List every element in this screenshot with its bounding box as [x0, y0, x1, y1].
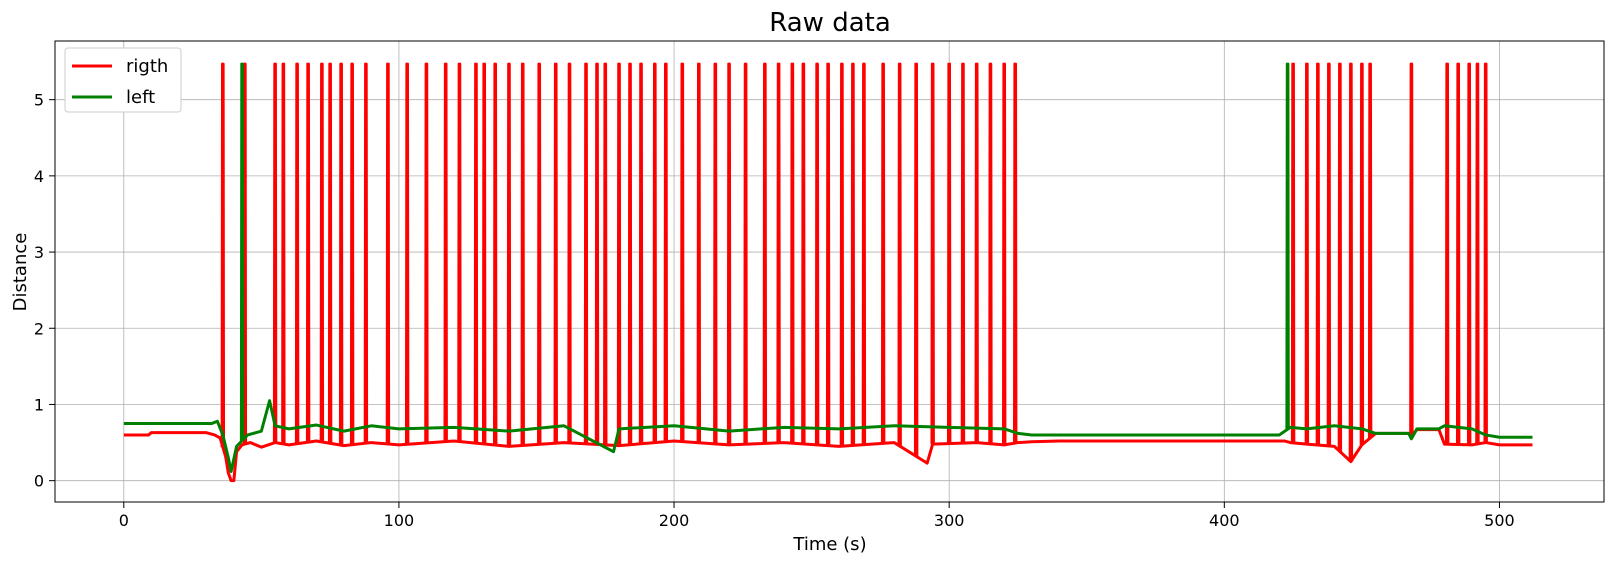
- y-tick-label: 5: [34, 91, 44, 110]
- plot-frame: [54, 40, 1605, 503]
- y-tick-label: 4: [34, 167, 44, 186]
- series-spike-rigth: [930, 62, 935, 445]
- series-spike-rigth: [594, 62, 600, 445]
- series-spike-rigth: [443, 62, 448, 442]
- x-tick-label: 400: [1209, 511, 1240, 530]
- series-spike-rigth: [652, 62, 657, 443]
- series-spike-rigth: [1337, 62, 1343, 452]
- series-spike-rigth: [1304, 62, 1310, 445]
- series-spike-rigth: [743, 62, 748, 445]
- series-spike-rigth: [363, 62, 369, 444]
- series-spike-rigth: [1002, 62, 1007, 445]
- series-spike-rigth: [319, 62, 325, 442]
- legend-label-left: left: [126, 87, 155, 108]
- y-tick-label: 0: [34, 472, 44, 491]
- y-tick-label: 2: [34, 319, 44, 338]
- series-spike-rigth: [327, 62, 333, 444]
- series-spike-left: [239, 62, 245, 441]
- series-spike-rigth: [1367, 62, 1373, 438]
- x-tick-label: 200: [659, 511, 690, 530]
- series-spike-rigth: [762, 62, 768, 444]
- series-spike-rigth: [506, 62, 512, 447]
- series-spike-rigth: [1444, 62, 1450, 445]
- series-spike-rigth: [1359, 62, 1365, 445]
- x-tick-label: 100: [384, 511, 415, 530]
- series-spike-rigth: [726, 62, 732, 445]
- series-spike-rigth: [776, 62, 781, 443]
- series-spike-rigth: [349, 62, 355, 445]
- series-spike-rigth: [638, 62, 644, 444]
- series-spike-rigth: [1290, 62, 1296, 443]
- y-tick-label: 1: [34, 395, 44, 414]
- series-spike-rigth: [1483, 62, 1488, 443]
- series-spike-rigth: [974, 62, 979, 443]
- series-spike-rigth: [790, 62, 795, 444]
- series-spike-rigth: [481, 62, 487, 444]
- series-spike-rigth: [1326, 62, 1332, 446]
- series-spike-rigth: [696, 62, 702, 443]
- series-spike-rigth: [880, 62, 886, 444]
- x-tick-label: 500: [1484, 511, 1515, 530]
- series-spike-rigth: [913, 62, 919, 457]
- series-spike-rigth: [1013, 62, 1018, 444]
- series-spike-rigth: [404, 62, 410, 445]
- series-spike-rigth: [493, 62, 498, 446]
- series-spike-rigth: [801, 62, 806, 444]
- y-axis-label: Distance: [10, 233, 31, 312]
- legend: rigth left: [64, 47, 182, 113]
- series-spike-rigth: [680, 62, 685, 442]
- series-spike-rigth: [338, 62, 344, 446]
- series-spike-rigth: [663, 62, 669, 442]
- series-spike-rigth: [814, 62, 820, 445]
- series-spike-rigth: [294, 62, 300, 444]
- series-spike-rigth: [537, 62, 542, 445]
- x-tick-label: 0: [119, 511, 129, 530]
- series-spike-rigth: [839, 62, 845, 447]
- series-spike-rigth: [220, 62, 226, 448]
- series-spike-rigth: [946, 62, 952, 444]
- series-spike-rigth: [616, 62, 622, 446]
- series-spike-rigth: [713, 62, 718, 444]
- chart-title: Raw data: [769, 8, 891, 38]
- series-spike-rigth: [960, 62, 966, 444]
- series-spike-rigth: [850, 62, 856, 446]
- series-spike-rigth: [305, 62, 311, 443]
- series-spike-rigth: [1315, 62, 1321, 446]
- series-spike-rigth: [385, 62, 391, 444]
- x-tick-label: 300: [934, 511, 965, 530]
- series-spike-rigth: [825, 62, 831, 446]
- series-spike-rigth: [988, 62, 993, 444]
- series-spike-rigth: [272, 62, 278, 443]
- series-spike-rigth: [1348, 62, 1354, 462]
- series-spike-rigth: [553, 62, 558, 444]
- y-tick-label: 3: [34, 243, 44, 262]
- legend-label-rigth: rigth: [126, 56, 168, 77]
- series-spike-rigth: [603, 62, 608, 445]
- series-spike-rigth: [583, 62, 589, 444]
- series-spike-rigth: [1409, 62, 1414, 437]
- x-axis-label: Time (s): [792, 534, 866, 555]
- series-spike-rigth: [1455, 62, 1461, 445]
- series-spike-left: [1285, 62, 1290, 430]
- series-spike-rigth: [281, 62, 286, 444]
- series-spike-rigth: [1466, 62, 1472, 445]
- series-layer: [123, 62, 1533, 483]
- series-spike-rigth: [861, 62, 867, 445]
- series-line-left: [123, 399, 1533, 474]
- series-spike-rigth: [520, 62, 525, 446]
- series-spike-rigth: [567, 62, 572, 443]
- series-spike-rigth: [457, 62, 462, 442]
- series-spike-rigth: [1475, 62, 1480, 444]
- series-spike-rigth: [424, 62, 429, 443]
- series-spike-rigth: [473, 62, 479, 444]
- series-spike-rigth: [627, 62, 633, 445]
- series-spike-rigth: [897, 62, 902, 446]
- ticks: 0 100 200 300 400 500 0 1 2 3 4 5: [34, 91, 1515, 530]
